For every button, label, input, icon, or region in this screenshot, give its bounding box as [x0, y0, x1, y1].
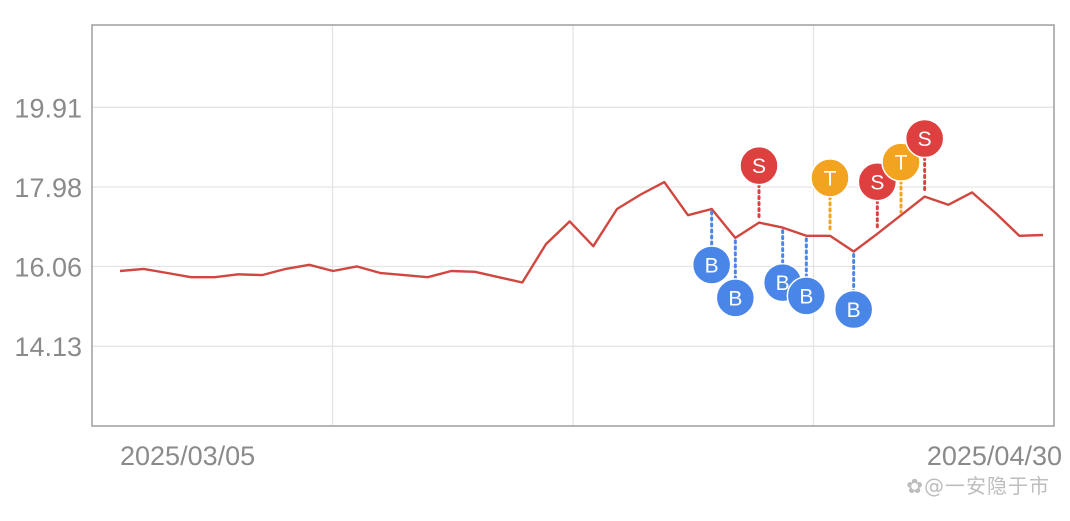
marker-circle [739, 145, 779, 186]
marker-circle [691, 245, 732, 285]
y-tick-label: 19.91 [14, 93, 82, 123]
marker-circle [833, 289, 874, 330]
trade-marker-t: T [881, 142, 921, 214]
trade-marker-b: B [786, 237, 827, 316]
marker-label: B [799, 285, 813, 308]
y-tick-label: 16.06 [14, 252, 82, 282]
trade-marker-s: S [739, 145, 779, 222]
marker-label: B [705, 254, 719, 277]
x-axis-ticks: 2025/03/05 2025/04/30 [120, 441, 1062, 471]
marker-label: B [776, 272, 790, 295]
x-tick-label: 2025/03/05 [120, 441, 255, 471]
marker-label: B [728, 287, 742, 310]
marker-circle [715, 278, 756, 318]
plot-frame [91, 24, 1055, 427]
marker-label: S [918, 128, 932, 151]
marker-circle [810, 158, 850, 198]
marker-label: S [870, 171, 884, 194]
marker-label: T [895, 152, 908, 175]
marker-circle [881, 142, 921, 182]
trade-marker-b: B [691, 210, 732, 285]
trade-marker-b: B [833, 253, 874, 330]
y-axis-ticks: 14.13 16.06 17.98 19.91 [14, 93, 82, 362]
watermark: ✿@一安隐于市 [906, 474, 1050, 498]
y-tick-label: 14.13 [14, 332, 82, 362]
marker-circle [786, 276, 827, 316]
marker-circle [904, 118, 945, 159]
trade-marker-t: T [810, 158, 850, 235]
x-tick-label: 2025/04/30 [927, 441, 1062, 471]
marker-label: B [847, 299, 861, 322]
marker-label: T [824, 167, 837, 190]
price-line [119, 180, 1044, 284]
y-tick-label: 17.98 [14, 173, 82, 203]
trade-marker-b: B [715, 239, 756, 318]
trade-marker-s: S [904, 118, 945, 196]
marker-label: S [752, 155, 766, 178]
